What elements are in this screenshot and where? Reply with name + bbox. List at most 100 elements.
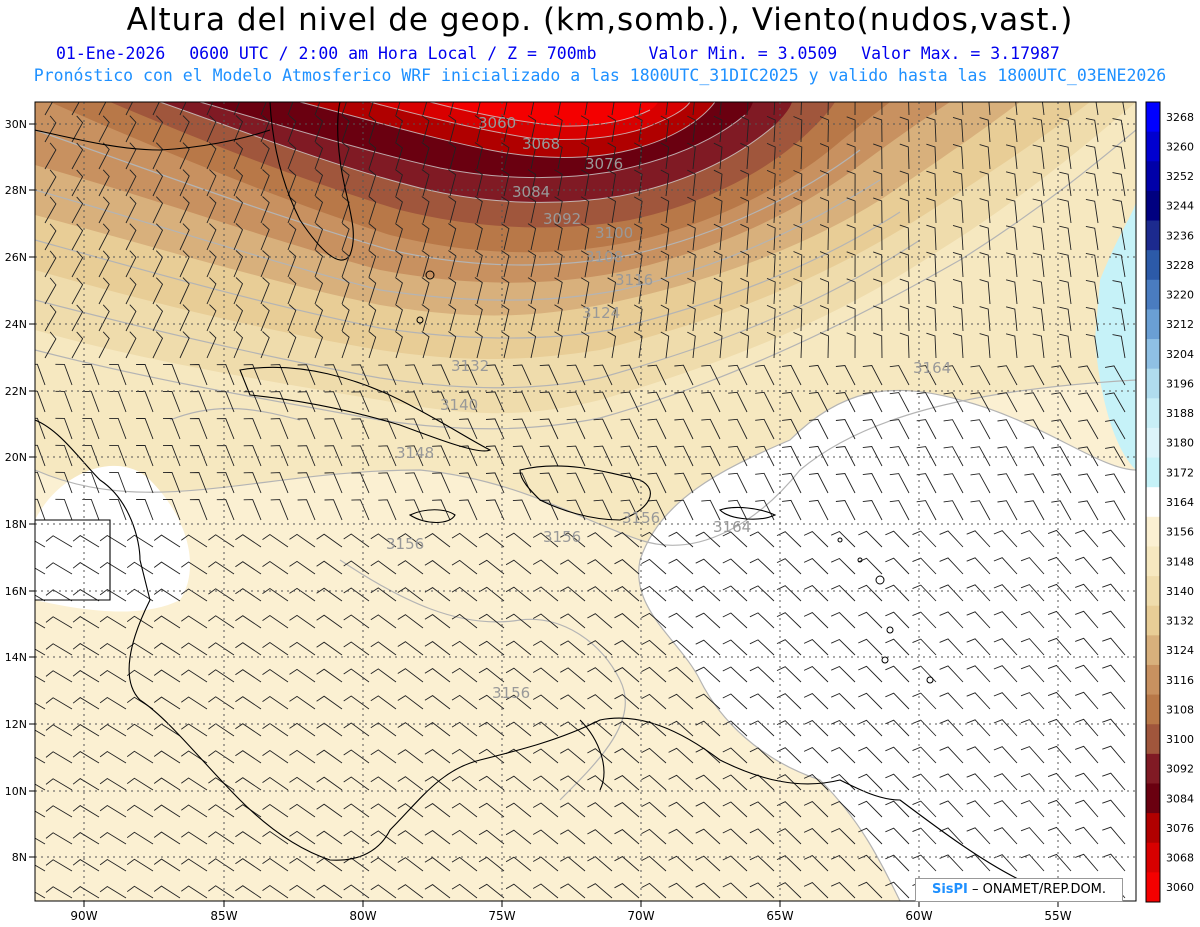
wind-barb — [846, 332, 856, 359]
wind-barb — [71, 331, 84, 359]
wind-barb — [749, 828, 775, 845]
wind-barb — [614, 640, 640, 656]
wind-barb — [566, 445, 586, 467]
wind-barb — [846, 224, 856, 251]
wind-barb — [687, 169, 696, 197]
colorbar-swatch — [1146, 427, 1160, 459]
wind-barb — [397, 803, 424, 818]
wind-barb — [289, 830, 316, 845]
wind-barb — [819, 143, 829, 170]
colorbar-label: 3140 — [1166, 585, 1194, 598]
wind-barb — [819, 116, 829, 143]
wind-barb — [421, 169, 430, 197]
colorbar-label: 3180 — [1166, 437, 1194, 450]
wind-barb — [316, 749, 343, 764]
wind-barb — [858, 692, 883, 710]
wind-barb — [45, 697, 73, 710]
wind-barb — [587, 829, 613, 845]
wind-barb — [208, 777, 235, 791]
wind-barb — [181, 777, 208, 791]
wind-barb — [793, 305, 803, 332]
wind-barb — [587, 802, 613, 818]
wind-barb — [793, 116, 803, 143]
wind-barb — [858, 611, 883, 629]
wind-barb — [1047, 799, 1072, 818]
colorbar-swatch — [1146, 753, 1160, 784]
wind-barb — [125, 169, 137, 197]
wind-barb — [587, 640, 613, 656]
wind-barb — [125, 115, 137, 143]
lat-label: 12N — [5, 718, 27, 731]
wind-barb — [71, 277, 84, 305]
wind-barb — [560, 532, 586, 548]
wind-barb — [368, 196, 377, 224]
wind-barb — [966, 692, 991, 710]
chart-title: Altura del nivel de geop. (km,somb.), Vi… — [126, 2, 1074, 38]
wind-barb — [289, 533, 316, 548]
wind-barb — [421, 196, 430, 224]
wind-barb — [45, 616, 73, 629]
wind-barb — [939, 530, 964, 548]
wind-barb — [235, 561, 262, 575]
wind-barb — [459, 472, 478, 494]
wind-barb — [607, 331, 616, 359]
wind-barb — [1047, 691, 1072, 710]
contour-label: 3124 — [582, 304, 620, 322]
wind-barb — [641, 747, 667, 764]
wind-barb — [899, 305, 910, 332]
wind-barb — [997, 392, 1018, 413]
wind-barb — [289, 722, 316, 737]
wind-barb — [136, 364, 154, 386]
wind-barb — [82, 444, 100, 467]
colorbar-label: 3092 — [1166, 763, 1194, 776]
wind-barb — [179, 115, 190, 143]
wind-barb — [1020, 773, 1045, 791]
wind-barb — [72, 778, 100, 791]
wind-barb — [993, 611, 1018, 629]
lat-label: 14N — [5, 651, 27, 664]
wind-barb — [943, 446, 964, 467]
wind-barb — [343, 776, 370, 791]
wind-barb — [233, 331, 244, 359]
wind-barb — [695, 882, 721, 899]
wind-barb — [235, 750, 262, 764]
colorbar-label: 3100 — [1166, 733, 1194, 746]
wind-barb — [614, 883, 640, 899]
wind-barb — [448, 223, 457, 251]
wind-barb — [979, 252, 991, 278]
wind-barb — [713, 142, 723, 170]
wind-barb — [1075, 529, 1099, 548]
wind-barb — [397, 614, 424, 629]
wind-barb — [501, 304, 510, 332]
wind-barb — [459, 499, 478, 521]
wind-barb — [512, 391, 532, 413]
wind-barb — [560, 802, 586, 818]
wind-barb — [153, 669, 181, 683]
colorbar-swatch — [1146, 724, 1160, 755]
wind-barb — [607, 142, 616, 170]
wind-barb — [641, 693, 667, 710]
colorbar-swatch — [1146, 457, 1160, 488]
wind-barb — [740, 169, 750, 197]
wind-barb — [162, 364, 181, 386]
wind-barb — [1105, 500, 1126, 521]
wind-barb — [1102, 583, 1126, 602]
wind-barb — [424, 668, 451, 683]
wind-barb — [885, 854, 910, 872]
wind-barb — [668, 612, 694, 629]
wind-barb — [979, 333, 991, 359]
wind-barb — [72, 535, 100, 548]
wind-barb — [539, 445, 559, 467]
colorbar-swatch — [1146, 279, 1160, 310]
wind-barb — [993, 530, 1018, 548]
wind-barb — [1020, 800, 1045, 818]
wind-barb — [560, 613, 586, 629]
wind-barb — [206, 169, 217, 197]
wind-barb — [152, 223, 164, 251]
wind-barb — [755, 472, 775, 494]
wind-barb — [235, 885, 262, 899]
map-area: 3060 3068 3076 3084 3092 3100 3108 3116 … — [35, 102, 1136, 901]
wind-barb — [614, 856, 640, 872]
wind-barb — [82, 363, 100, 386]
wind-barb — [808, 391, 829, 413]
